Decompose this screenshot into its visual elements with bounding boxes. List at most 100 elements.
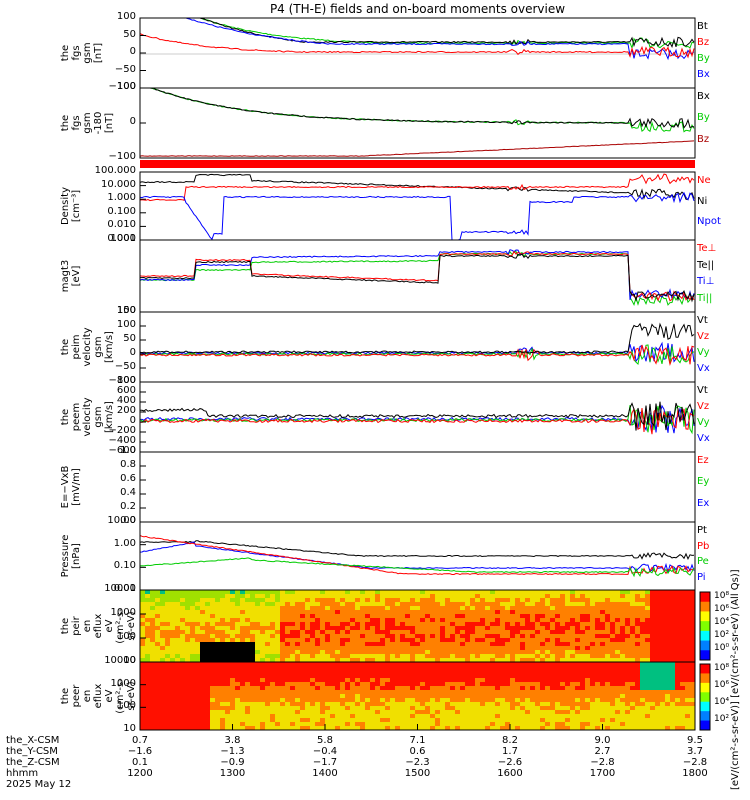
spectrogram-cell: [690, 630, 695, 634]
spectrogram-cell: [575, 606, 580, 610]
spectrogram-cell: [555, 622, 560, 626]
spectrogram-cell: [360, 602, 365, 606]
spectrogram-cell: [290, 670, 295, 674]
spectrogram-cell: [540, 634, 545, 638]
spectrogram-cell: [635, 642, 640, 646]
spectrogram-cell: [380, 654, 385, 658]
spectrogram-cell: [505, 630, 510, 634]
spectrogram-cell: [485, 650, 490, 654]
spectrogram-cell: [170, 602, 175, 606]
spectrogram-cell: [185, 602, 190, 606]
spectrogram-cell: [140, 682, 145, 686]
spectrogram-cell: [220, 694, 225, 698]
spectrogram-cell: [165, 650, 170, 654]
y-tick-label: 10.000: [101, 178, 136, 190]
spectrogram-cell: [425, 694, 430, 698]
spectrogram-cell: [350, 666, 355, 670]
spectrogram-cell: [395, 642, 400, 646]
spectrogram-cell: [475, 622, 480, 626]
spectrogram-cell: [465, 598, 470, 602]
spectrogram-cell: [555, 690, 560, 694]
spectrogram-cell: [220, 722, 225, 726]
spectrogram-cell: [195, 694, 200, 698]
legend-entry: Vy: [697, 347, 710, 358]
spectrogram-cell: [440, 706, 445, 710]
spectrogram-cell: [430, 638, 435, 642]
x-tick-label: 1500: [404, 768, 431, 779]
y-tick-label: 1.000: [107, 192, 136, 204]
spectrogram-cell: [530, 630, 535, 634]
spectrogram-cell: [430, 702, 435, 706]
spectrogram-cell: [455, 634, 460, 638]
spectrogram-cell: [210, 714, 215, 718]
colorbar-band: [700, 650, 710, 661]
spectrogram-cell: [625, 670, 630, 674]
spectrogram-cell: [235, 690, 240, 694]
spectrogram-cell: [410, 678, 415, 682]
spectrogram-cell: [405, 614, 410, 618]
spectrogram-cell: [285, 678, 290, 682]
spectrogram-cell: [240, 686, 245, 690]
spectrogram-cell: [215, 670, 220, 674]
y-tick-label: 0: [129, 347, 136, 358]
spectrogram-cell: [330, 634, 335, 638]
spectrogram-cell: [320, 606, 325, 610]
spectrogram-cell: [570, 714, 575, 718]
spectrogram-cell: [570, 682, 575, 686]
spectrogram-cell: [435, 658, 440, 662]
spectrogram-cell: [445, 702, 450, 706]
spectrogram-cell: [175, 610, 180, 614]
spectrogram-cell: [560, 650, 565, 654]
spectrogram-cell: [285, 594, 290, 598]
spectrogram-cell: [295, 710, 300, 714]
spectrogram-cell: [625, 626, 630, 630]
spectrogram-cell: [600, 686, 605, 690]
spectrogram-cell: [500, 706, 505, 710]
spectrogram-cell: [490, 606, 495, 610]
spectrogram-cell: [660, 614, 665, 618]
spectrogram-cell: [175, 678, 180, 682]
spectrogram-cell: [595, 646, 600, 650]
spectrogram-cell: [570, 650, 575, 654]
spectrogram-cell: [615, 726, 620, 730]
spectrogram-cell: [500, 662, 505, 666]
spectrogram-cell: [260, 650, 265, 654]
spectrogram-cell: [615, 650, 620, 654]
spectrogram-cell: [330, 598, 335, 602]
spectrogram-cell: [345, 602, 350, 606]
spectrogram-cell: [390, 674, 395, 678]
spectrogram-cell: [300, 610, 305, 614]
spectrogram-cell: [360, 718, 365, 722]
spectrogram-cell: [390, 622, 395, 626]
spectrogram-cell: [630, 594, 635, 598]
spectrogram-cell: [150, 702, 155, 706]
spectrogram-cell: [475, 670, 480, 674]
spectrogram-cell: [450, 638, 455, 642]
spectrogram-cell: [645, 690, 650, 694]
spectrogram-cell: [350, 634, 355, 638]
spectrogram-cell: [335, 686, 340, 690]
spectrogram-cell: [690, 674, 695, 678]
spectrogram-cell: [440, 650, 445, 654]
spectrogram-cell: [385, 610, 390, 614]
spectrogram-cell: [420, 710, 425, 714]
spectrogram-cell: [285, 702, 290, 706]
spectrogram-cell: [535, 674, 540, 678]
spectrogram-cell: [145, 714, 150, 718]
spectrogram-cell: [560, 622, 565, 626]
spectrogram-cell: [480, 598, 485, 602]
spectrogram-cell: [310, 626, 315, 630]
spectrogram-cell: [685, 662, 690, 666]
spectrogram-cell: [625, 630, 630, 634]
spectrogram-cell: [360, 698, 365, 702]
spectrogram-cell: [305, 622, 310, 626]
spectrogram-cell: [650, 606, 655, 610]
spectrogram-cell: [460, 710, 465, 714]
spectrogram-cell: [480, 622, 485, 626]
spectrogram-cell: [380, 622, 385, 626]
spectrogram-cell: [285, 662, 290, 666]
spectrogram-cell: [395, 650, 400, 654]
spectrogram-cell: [680, 662, 685, 666]
spectrogram-cell: [310, 678, 315, 682]
spectrogram-cell: [635, 630, 640, 634]
